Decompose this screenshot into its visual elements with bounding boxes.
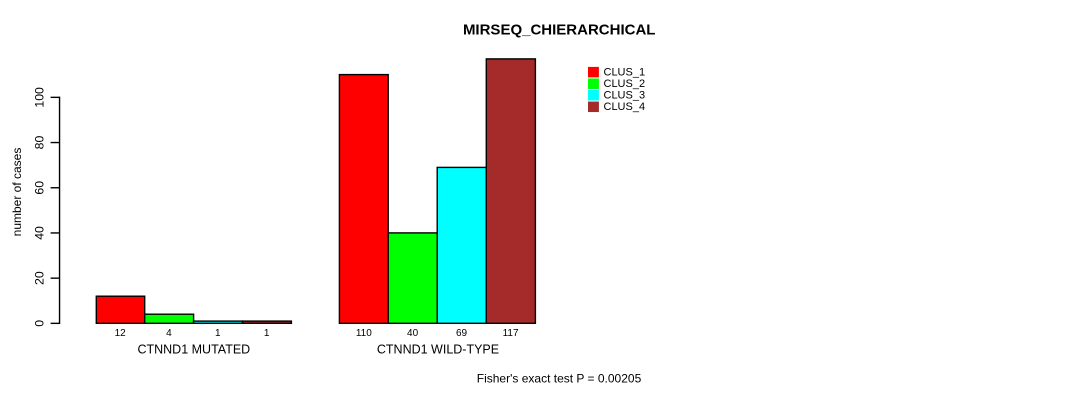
svg-text:Fisher's exact test P = 0.0020: Fisher's exact test P = 0.00205 xyxy=(477,372,642,386)
svg-text:40: 40 xyxy=(32,226,46,240)
svg-text:CTNND1 WILD-TYPE: CTNND1 WILD-TYPE xyxy=(377,343,499,357)
svg-text:60: 60 xyxy=(32,181,46,195)
svg-text:CLUS_4: CLUS_4 xyxy=(604,101,646,113)
svg-text:MIRSEQ_CHIERARCHICAL: MIRSEQ_CHIERARCHICAL xyxy=(463,22,656,39)
svg-text:1: 1 xyxy=(264,328,270,339)
svg-text:4: 4 xyxy=(166,328,172,339)
svg-text:40: 40 xyxy=(407,328,419,339)
svg-text:0: 0 xyxy=(32,320,46,327)
svg-text:100: 100 xyxy=(32,87,46,108)
svg-text:CLUS_3: CLUS_3 xyxy=(604,90,646,102)
svg-text:110: 110 xyxy=(356,328,372,339)
svg-text:12: 12 xyxy=(115,328,127,339)
svg-text:number of cases: number of cases xyxy=(10,148,24,237)
svg-text:117: 117 xyxy=(503,328,519,339)
svg-text:20: 20 xyxy=(32,271,46,285)
svg-text:1: 1 xyxy=(215,328,221,339)
svg-text:CLUS_2: CLUS_2 xyxy=(604,78,646,90)
svg-text:80: 80 xyxy=(32,136,46,150)
svg-text:69: 69 xyxy=(456,328,468,339)
svg-text:CLUS_1: CLUS_1 xyxy=(604,66,646,78)
svg-text:CTNND1 MUTATED: CTNND1 MUTATED xyxy=(137,343,250,357)
